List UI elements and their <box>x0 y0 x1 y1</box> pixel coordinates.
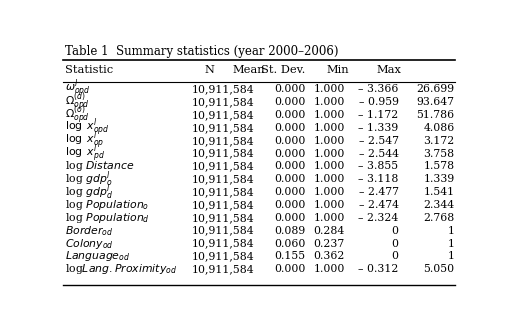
Text: $\log\ x^{l}_{op}$: $\log\ x^{l}_{op}$ <box>65 130 105 152</box>
Text: 26.699: 26.699 <box>416 84 453 94</box>
Text: – 2.477: – 2.477 <box>358 187 398 197</box>
Text: 0.000: 0.000 <box>273 174 305 184</box>
Text: – 2.474: – 2.474 <box>358 200 398 210</box>
Text: 10,911,584: 10,911,584 <box>191 251 254 261</box>
Text: – 3.118: – 3.118 <box>358 174 398 184</box>
Text: 0.000: 0.000 <box>273 200 305 210</box>
Text: 10,911,584: 10,911,584 <box>191 239 254 248</box>
Text: 0.000: 0.000 <box>273 213 305 223</box>
Text: 10,911,584: 10,911,584 <box>191 213 254 223</box>
Text: 10,911,584: 10,911,584 <box>191 187 254 197</box>
Text: 3.172: 3.172 <box>423 136 453 146</box>
Text: $\omega^{l}_{opd}$: $\omega^{l}_{opd}$ <box>65 78 90 100</box>
Text: 1: 1 <box>447 251 453 261</box>
Text: – 3.855: – 3.855 <box>358 161 398 171</box>
Text: Mean: Mean <box>232 66 265 76</box>
Text: $\mathit{Border}_{od}$: $\mathit{Border}_{od}$ <box>65 224 113 238</box>
Text: 1.000: 1.000 <box>313 161 344 171</box>
Text: $\Omega^{(d)}_{opd}$: $\Omega^{(d)}_{opd}$ <box>65 91 90 114</box>
Text: – 0.959: – 0.959 <box>358 97 398 107</box>
Text: 1.000: 1.000 <box>313 174 344 184</box>
Text: 10,911,584: 10,911,584 <box>191 123 254 133</box>
Text: 1.578: 1.578 <box>423 161 453 171</box>
Text: 1.000: 1.000 <box>313 136 344 146</box>
Text: 0: 0 <box>391 251 398 261</box>
Text: $\mathit{Colony}_{od}$: $\mathit{Colony}_{od}$ <box>65 237 114 251</box>
Text: 0.089: 0.089 <box>273 226 305 236</box>
Text: 1.339: 1.339 <box>423 174 453 184</box>
Text: 10,911,584: 10,911,584 <box>191 84 254 94</box>
Text: 1.000: 1.000 <box>313 149 344 158</box>
Text: 1.000: 1.000 <box>313 213 344 223</box>
Text: 93.647: 93.647 <box>416 97 453 107</box>
Text: 1.000: 1.000 <box>313 187 344 197</box>
Text: – 2.324: – 2.324 <box>358 213 398 223</box>
Text: 10,911,584: 10,911,584 <box>191 149 254 158</box>
Text: – 0.312: – 0.312 <box>358 264 398 274</box>
Text: 10,911,584: 10,911,584 <box>191 97 254 107</box>
Text: 1.000: 1.000 <box>313 200 344 210</box>
Text: 10,911,584: 10,911,584 <box>191 264 254 274</box>
Text: 0.000: 0.000 <box>273 187 305 197</box>
Text: 1.541: 1.541 <box>423 187 453 197</box>
Text: 0.000: 0.000 <box>273 110 305 120</box>
Text: Table 1  Summary statistics (year 2000–2006): Table 1 Summary statistics (year 2000–20… <box>65 45 338 58</box>
Text: 0.155: 0.155 <box>274 251 305 261</box>
Text: 10,911,584: 10,911,584 <box>191 200 254 210</box>
Text: 3.758: 3.758 <box>423 149 453 158</box>
Text: 0.060: 0.060 <box>273 239 305 248</box>
Text: 10,911,584: 10,911,584 <box>191 110 254 120</box>
Text: 0.000: 0.000 <box>273 136 305 146</box>
Text: 1.000: 1.000 <box>313 110 344 120</box>
Text: $\log\ x^{l}_{opd}$: $\log\ x^{l}_{opd}$ <box>65 117 110 139</box>
Text: 1.000: 1.000 <box>313 97 344 107</box>
Text: Min: Min <box>325 66 348 76</box>
Text: 1.000: 1.000 <box>313 123 344 133</box>
Text: 0.000: 0.000 <box>273 84 305 94</box>
Text: 0: 0 <box>391 239 398 248</box>
Text: – 1.172: – 1.172 <box>358 110 398 120</box>
Text: 1: 1 <box>447 226 453 236</box>
Text: log $\mathit{gdp}^{l}_{d}$: log $\mathit{gdp}^{l}_{d}$ <box>65 182 113 202</box>
Text: 0.362: 0.362 <box>313 251 344 261</box>
Text: 0.284: 0.284 <box>313 226 344 236</box>
Text: – 1.339: – 1.339 <box>358 123 398 133</box>
Text: log$\mathit{Lang.Proximity}_{od}$: log$\mathit{Lang.Proximity}_{od}$ <box>65 262 177 276</box>
Text: – 2.544: – 2.544 <box>358 149 398 158</box>
Text: log $\mathit{Population}_{o}$: log $\mathit{Population}_{o}$ <box>65 198 149 212</box>
Text: 0.000: 0.000 <box>273 97 305 107</box>
Text: 0.000: 0.000 <box>273 149 305 158</box>
Text: 51.786: 51.786 <box>416 110 453 120</box>
Text: 0.237: 0.237 <box>313 239 344 248</box>
Text: N: N <box>204 66 214 76</box>
Text: 2.344: 2.344 <box>423 200 453 210</box>
Text: Max: Max <box>376 66 400 76</box>
Text: 0.000: 0.000 <box>273 161 305 171</box>
Text: 1.000: 1.000 <box>313 84 344 94</box>
Text: 4.086: 4.086 <box>423 123 453 133</box>
Text: 0.000: 0.000 <box>273 123 305 133</box>
Text: $\log\ x^{l}_{pd}$: $\log\ x^{l}_{pd}$ <box>65 142 105 165</box>
Text: 0.000: 0.000 <box>273 264 305 274</box>
Text: 10,911,584: 10,911,584 <box>191 161 254 171</box>
Text: $\mathit{Language}_{od}$: $\mathit{Language}_{od}$ <box>65 249 130 263</box>
Text: 2.768: 2.768 <box>423 213 453 223</box>
Text: St. Dev.: St. Dev. <box>260 66 305 76</box>
Text: Statistic: Statistic <box>65 66 113 76</box>
Text: 10,911,584: 10,911,584 <box>191 226 254 236</box>
Text: 5.050: 5.050 <box>423 264 453 274</box>
Text: log $\mathit{Distance}$: log $\mathit{Distance}$ <box>65 159 134 173</box>
Text: 1.000: 1.000 <box>313 264 344 274</box>
Text: log $\mathit{Population}_{d}$: log $\mathit{Population}_{d}$ <box>65 211 150 225</box>
Text: – 3.366: – 3.366 <box>358 84 398 94</box>
Text: 10,911,584: 10,911,584 <box>191 174 254 184</box>
Text: log $\mathit{gdp}^{l}_{o}$: log $\mathit{gdp}^{l}_{o}$ <box>65 170 113 189</box>
Text: – 2.547: – 2.547 <box>358 136 398 146</box>
Text: 1: 1 <box>447 239 453 248</box>
Text: 10,911,584: 10,911,584 <box>191 136 254 146</box>
Text: $\Omega^{(o)}_{opd}$: $\Omega^{(o)}_{opd}$ <box>65 103 90 127</box>
Text: 0: 0 <box>391 226 398 236</box>
